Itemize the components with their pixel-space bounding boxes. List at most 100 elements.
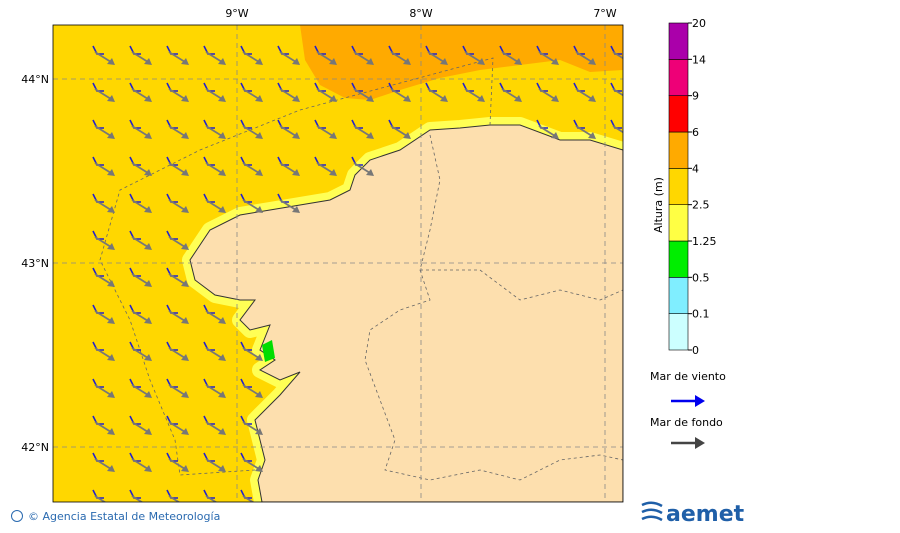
swell-arrow — [279, 162, 297, 174]
swell-arrow — [242, 495, 255, 502]
swell-arrow-head — [551, 58, 559, 65]
swell-arrow — [242, 199, 260, 211]
swell-arrow-head — [588, 58, 596, 65]
swell-arrow — [94, 125, 112, 137]
swell-arrow — [205, 347, 223, 359]
swell-arrow-head — [588, 132, 596, 139]
colorbar-label: 20 — [692, 17, 706, 30]
green-patch — [262, 340, 275, 362]
swell-arrow-head — [181, 132, 189, 139]
swell-arrow — [464, 51, 482, 63]
swell-arrow — [168, 125, 186, 137]
swell-arrow — [131, 310, 149, 322]
swell-arrow — [390, 88, 408, 100]
swell-arrow-head — [514, 95, 522, 102]
colorbar-segment — [668, 240, 689, 278]
swell-arrow — [94, 162, 112, 174]
swell-arrow-head — [144, 428, 152, 435]
colorbar-label: 6 — [692, 126, 699, 139]
swell-arrow — [427, 51, 445, 63]
swell-arrow-head — [366, 58, 374, 65]
swell-arrow — [131, 347, 149, 359]
borders — [99, 57, 623, 481]
swell-arrow-head — [144, 465, 152, 472]
swell-arrow — [316, 125, 334, 137]
swell-arrow — [205, 162, 223, 174]
swell-arrow-head — [477, 95, 485, 102]
colorbar-title: Altura (m) — [652, 177, 665, 233]
swell-arrow-head — [255, 95, 263, 102]
swell-arrow-head — [625, 95, 633, 102]
land — [189, 124, 623, 502]
swell-arrow-head — [625, 132, 633, 139]
colorbar-label: 0 — [692, 344, 699, 357]
swell-arrow-head — [107, 502, 115, 509]
swell-arrow — [538, 88, 556, 100]
swell-arrow-head — [181, 206, 189, 213]
swell-arrow — [168, 273, 186, 285]
swell-arrow — [168, 310, 186, 322]
swell-arrow-head — [218, 391, 226, 398]
swell-arrow-head — [255, 354, 263, 361]
swell-arrow-head — [218, 317, 226, 324]
swell-arrow — [538, 51, 556, 63]
swell-arrow-head — [218, 95, 226, 102]
swell-arrow-head — [144, 206, 152, 213]
swell-arrow-head — [144, 280, 152, 287]
swell-arrow — [316, 88, 334, 100]
swell-arrow — [353, 125, 371, 137]
lon-label: 7°W — [593, 7, 616, 20]
swell-arrow-head — [107, 169, 115, 176]
swell-arrow — [353, 162, 371, 174]
swell-arrow-head — [255, 169, 263, 176]
credit: © Agencia Estatal de Meteorología — [11, 510, 220, 523]
colorbar-label: 4 — [692, 162, 699, 175]
swell-arrow — [94, 347, 112, 359]
swell-arrow — [501, 51, 519, 63]
swell-arrow-head — [107, 280, 115, 287]
swell-arrow-head — [477, 58, 485, 65]
swell-arrow — [205, 495, 218, 502]
swell-arrow-head — [218, 58, 226, 65]
swell-arrow-head — [292, 132, 300, 139]
swell-arrow — [671, 437, 705, 449]
swell-arrow-head — [107, 465, 115, 472]
swell-arrow-head — [366, 95, 374, 102]
swell-arrow-head — [181, 280, 189, 287]
swell-arrow-head — [218, 169, 226, 176]
swell-arrow-head — [329, 95, 337, 102]
swell-arrow — [575, 125, 593, 137]
swell-arrow-head — [551, 95, 559, 102]
swell-arrow-head — [218, 428, 226, 435]
swell-arrow — [205, 125, 223, 137]
swell-arrow — [316, 51, 334, 63]
swell-arrow-head — [403, 58, 411, 65]
swell-arrow-head — [181, 502, 189, 509]
swell-arrow — [168, 162, 186, 174]
swell-arrow — [575, 51, 593, 63]
swell-arrow — [168, 384, 186, 396]
swell-arrow-head — [107, 132, 115, 139]
swell-arrow-head — [329, 58, 337, 65]
swell-arrow — [205, 384, 223, 396]
swell-arrow-head — [144, 58, 152, 65]
swell-arrow-head — [144, 354, 152, 361]
swell-arrow-head — [107, 243, 115, 250]
swell-arrow — [168, 421, 186, 433]
swell-arrow — [94, 273, 112, 285]
wind-sea-arrow — [671, 395, 705, 407]
credit-text: © Agencia Estatal de Meteorología — [28, 510, 220, 523]
swell-arrow-head — [181, 465, 189, 472]
swell-arrow — [131, 384, 149, 396]
swell-arrow — [242, 458, 260, 470]
logo-text: aemet — [666, 502, 745, 527]
swell-arrow-head — [107, 317, 115, 324]
swell-arrow-head — [255, 502, 263, 509]
swell-arrow — [94, 51, 112, 63]
swell-arrow-head — [218, 206, 226, 213]
swell-arrow-head — [292, 95, 300, 102]
swell-arrow-head — [403, 95, 411, 102]
swell-arrow-head — [292, 169, 300, 176]
colorbar-segment — [668, 131, 689, 169]
swell-arrow — [242, 125, 260, 137]
